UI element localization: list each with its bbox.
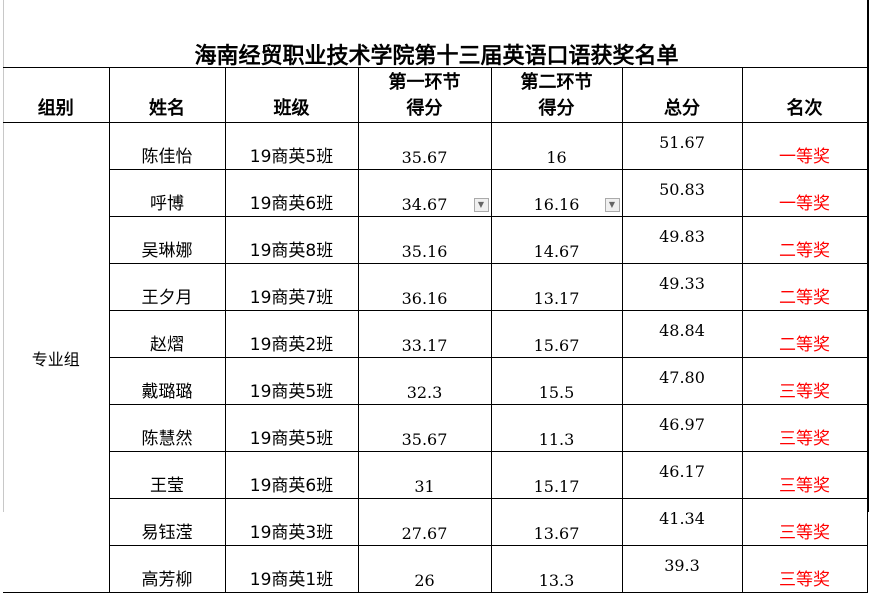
round2-cell[interactable]: 15.67 xyxy=(490,310,623,358)
round2-cell[interactable]: 13.3 xyxy=(490,545,623,593)
round2-cell[interactable]: 11.3 xyxy=(490,404,623,452)
rank-cell[interactable]: 二等奖 xyxy=(741,216,868,264)
table-row: 专业组 陈佳怡 19商英5班 35.67 16 51.67 一等奖 xyxy=(3,122,868,593)
round2-cell[interactable]: 13.17 xyxy=(490,263,623,311)
round1-cell[interactable]: 26 xyxy=(357,545,492,593)
table-row: 王莹 19商英6班 31 15.17 46.17 三等奖 xyxy=(3,451,868,499)
header-row: 组别 姓名 班级 第一环节 得分 第二环节 得分 总分 名次 xyxy=(3,67,868,123)
round1-cell[interactable]: 35.67 xyxy=(357,404,492,452)
name-cell[interactable]: 吴琳娜 xyxy=(108,216,226,264)
round1-cell[interactable]: 35.67 xyxy=(357,122,492,170)
header-rank[interactable]: 名次 xyxy=(741,67,868,123)
round2-cell[interactable]: 16 xyxy=(490,122,623,170)
class-cell[interactable]: 19商英7班 xyxy=(224,263,359,311)
rank-cell[interactable]: 一等奖 xyxy=(741,122,868,170)
table-row: 高芳柳 19商英1班 26 13.3 39.3 三等奖 xyxy=(3,545,868,593)
round1-cell[interactable]: 33.17 xyxy=(357,310,492,358)
total-cell[interactable]: 46.17 xyxy=(621,451,743,499)
dropdown-arrow-icon[interactable]: ▼ xyxy=(473,198,489,212)
rank-cell[interactable]: 二等奖 xyxy=(741,263,868,311)
spreadsheet: 海南经贸职业技术学院第十三届英语口语获奖名单 组别 姓名 班级 第一环节 得分 第… xyxy=(3,0,869,593)
group-cell[interactable]: 专业组 xyxy=(3,122,110,593)
table-row: 易钰滢 19商英3班 27.67 13.67 41.34 三等奖 xyxy=(3,498,868,546)
header-round1[interactable]: 第一环节 得分 xyxy=(357,67,492,123)
header-total[interactable]: 总分 xyxy=(621,67,743,123)
table-row: 戴璐璐 19商英5班 32.3 15.5 47.80 三等奖 xyxy=(3,357,868,405)
award-table: 组别 姓名 班级 第一环节 得分 第二环节 得分 总分 名次 专业组 陈佳怡 19商英5… xyxy=(3,67,868,593)
sheet-right-edge xyxy=(867,0,869,512)
total-cell[interactable]: 39.3 xyxy=(621,545,743,593)
name-cell[interactable]: 赵熠 xyxy=(108,310,226,358)
round2-cell[interactable]: 16.16 ▼ xyxy=(490,169,623,217)
class-cell[interactable]: 19商英5班 xyxy=(224,357,359,405)
rank-cell[interactable]: 二等奖 xyxy=(741,310,868,358)
name-cell[interactable]: 高芳柳 xyxy=(108,545,226,593)
round1-cell[interactable]: 34.67 ▼ xyxy=(357,169,492,217)
table-row: 陈慧然 19商英5班 35.67 11.3 46.97 三等奖 xyxy=(3,404,868,452)
round2-cell[interactable]: 15.5 xyxy=(490,357,623,405)
name-cell[interactable]: 陈慧然 xyxy=(108,404,226,452)
name-cell[interactable]: 呼博 xyxy=(108,169,226,217)
class-cell[interactable]: 19商英1班 xyxy=(224,545,359,593)
class-cell[interactable]: 19商英2班 xyxy=(224,310,359,358)
round2-cell[interactable]: 14.67 xyxy=(490,216,623,264)
name-cell[interactable]: 易钰滢 xyxy=(108,498,226,546)
name-cell[interactable]: 陈佳怡 xyxy=(108,122,226,170)
table-row: 呼博 19商英6班 34.67 ▼ 16.16 ▼ 50.83 一等奖 xyxy=(3,169,868,217)
round1-cell[interactable]: 27.67 xyxy=(357,498,492,546)
round1-cell[interactable]: 32.3 xyxy=(357,357,492,405)
table-row: 赵熠 19商英2班 33.17 15.67 48.84 二等奖 xyxy=(3,310,868,358)
rank-cell[interactable]: 三等奖 xyxy=(741,498,868,546)
total-cell[interactable]: 49.33 xyxy=(621,263,743,311)
total-cell[interactable]: 46.97 xyxy=(621,404,743,452)
table-row: 王夕月 19商英7班 36.16 13.17 49.33 二等奖 xyxy=(3,263,868,311)
total-cell[interactable]: 50.83 xyxy=(621,169,743,217)
class-cell[interactable]: 19商英6班 xyxy=(224,169,359,217)
total-cell[interactable]: 49.83 xyxy=(621,216,743,264)
sheet-title: 海南经贸职业技术学院第十三届英语口语获奖名单 xyxy=(194,44,679,69)
table-row: 吴琳娜 19商英8班 35.16 14.67 49.83 二等奖 xyxy=(3,216,868,264)
total-cell[interactable]: 41.34 xyxy=(621,498,743,546)
header-class[interactable]: 班级 xyxy=(224,67,359,123)
rank-cell[interactable]: 三等奖 xyxy=(741,545,868,593)
rank-cell[interactable]: 三等奖 xyxy=(741,357,868,405)
name-cell[interactable]: 戴璐璐 xyxy=(108,357,226,405)
name-cell[interactable]: 王莹 xyxy=(108,451,226,499)
round1-cell[interactable]: 36.16 xyxy=(357,263,492,311)
class-cell[interactable]: 19商英3班 xyxy=(224,498,359,546)
class-cell[interactable]: 19商英5班 xyxy=(224,404,359,452)
header-group[interactable]: 组别 xyxy=(3,67,110,123)
round2-cell[interactable]: 13.67 xyxy=(490,498,623,546)
class-cell[interactable]: 19商英5班 xyxy=(224,122,359,170)
class-cell[interactable]: 19商英6班 xyxy=(224,451,359,499)
header-round2[interactable]: 第二环节 得分 xyxy=(490,67,623,123)
total-cell[interactable]: 47.80 xyxy=(621,357,743,405)
rank-cell[interactable]: 三等奖 xyxy=(741,451,868,499)
rank-cell[interactable]: 一等奖 xyxy=(741,169,868,217)
round1-cell[interactable]: 31 xyxy=(357,451,492,499)
total-cell[interactable]: 48.84 xyxy=(621,310,743,358)
dropdown-arrow-icon[interactable]: ▼ xyxy=(604,198,620,212)
round1-cell[interactable]: 35.16 xyxy=(357,216,492,264)
class-cell[interactable]: 19商英8班 xyxy=(224,216,359,264)
header-name[interactable]: 姓名 xyxy=(108,67,226,123)
round2-cell[interactable]: 15.17 xyxy=(490,451,623,499)
rank-cell[interactable]: 三等奖 xyxy=(741,404,868,452)
name-cell[interactable]: 王夕月 xyxy=(108,263,226,311)
total-cell[interactable]: 51.67 xyxy=(621,122,743,170)
